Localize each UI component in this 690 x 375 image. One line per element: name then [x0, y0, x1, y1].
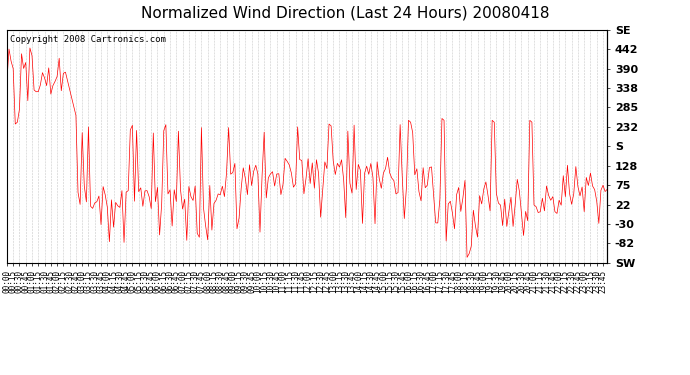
Text: Normalized Wind Direction (Last 24 Hours) 20080418: Normalized Wind Direction (Last 24 Hours… — [141, 6, 549, 21]
Text: Copyright 2008 Cartronics.com: Copyright 2008 Cartronics.com — [10, 34, 166, 44]
